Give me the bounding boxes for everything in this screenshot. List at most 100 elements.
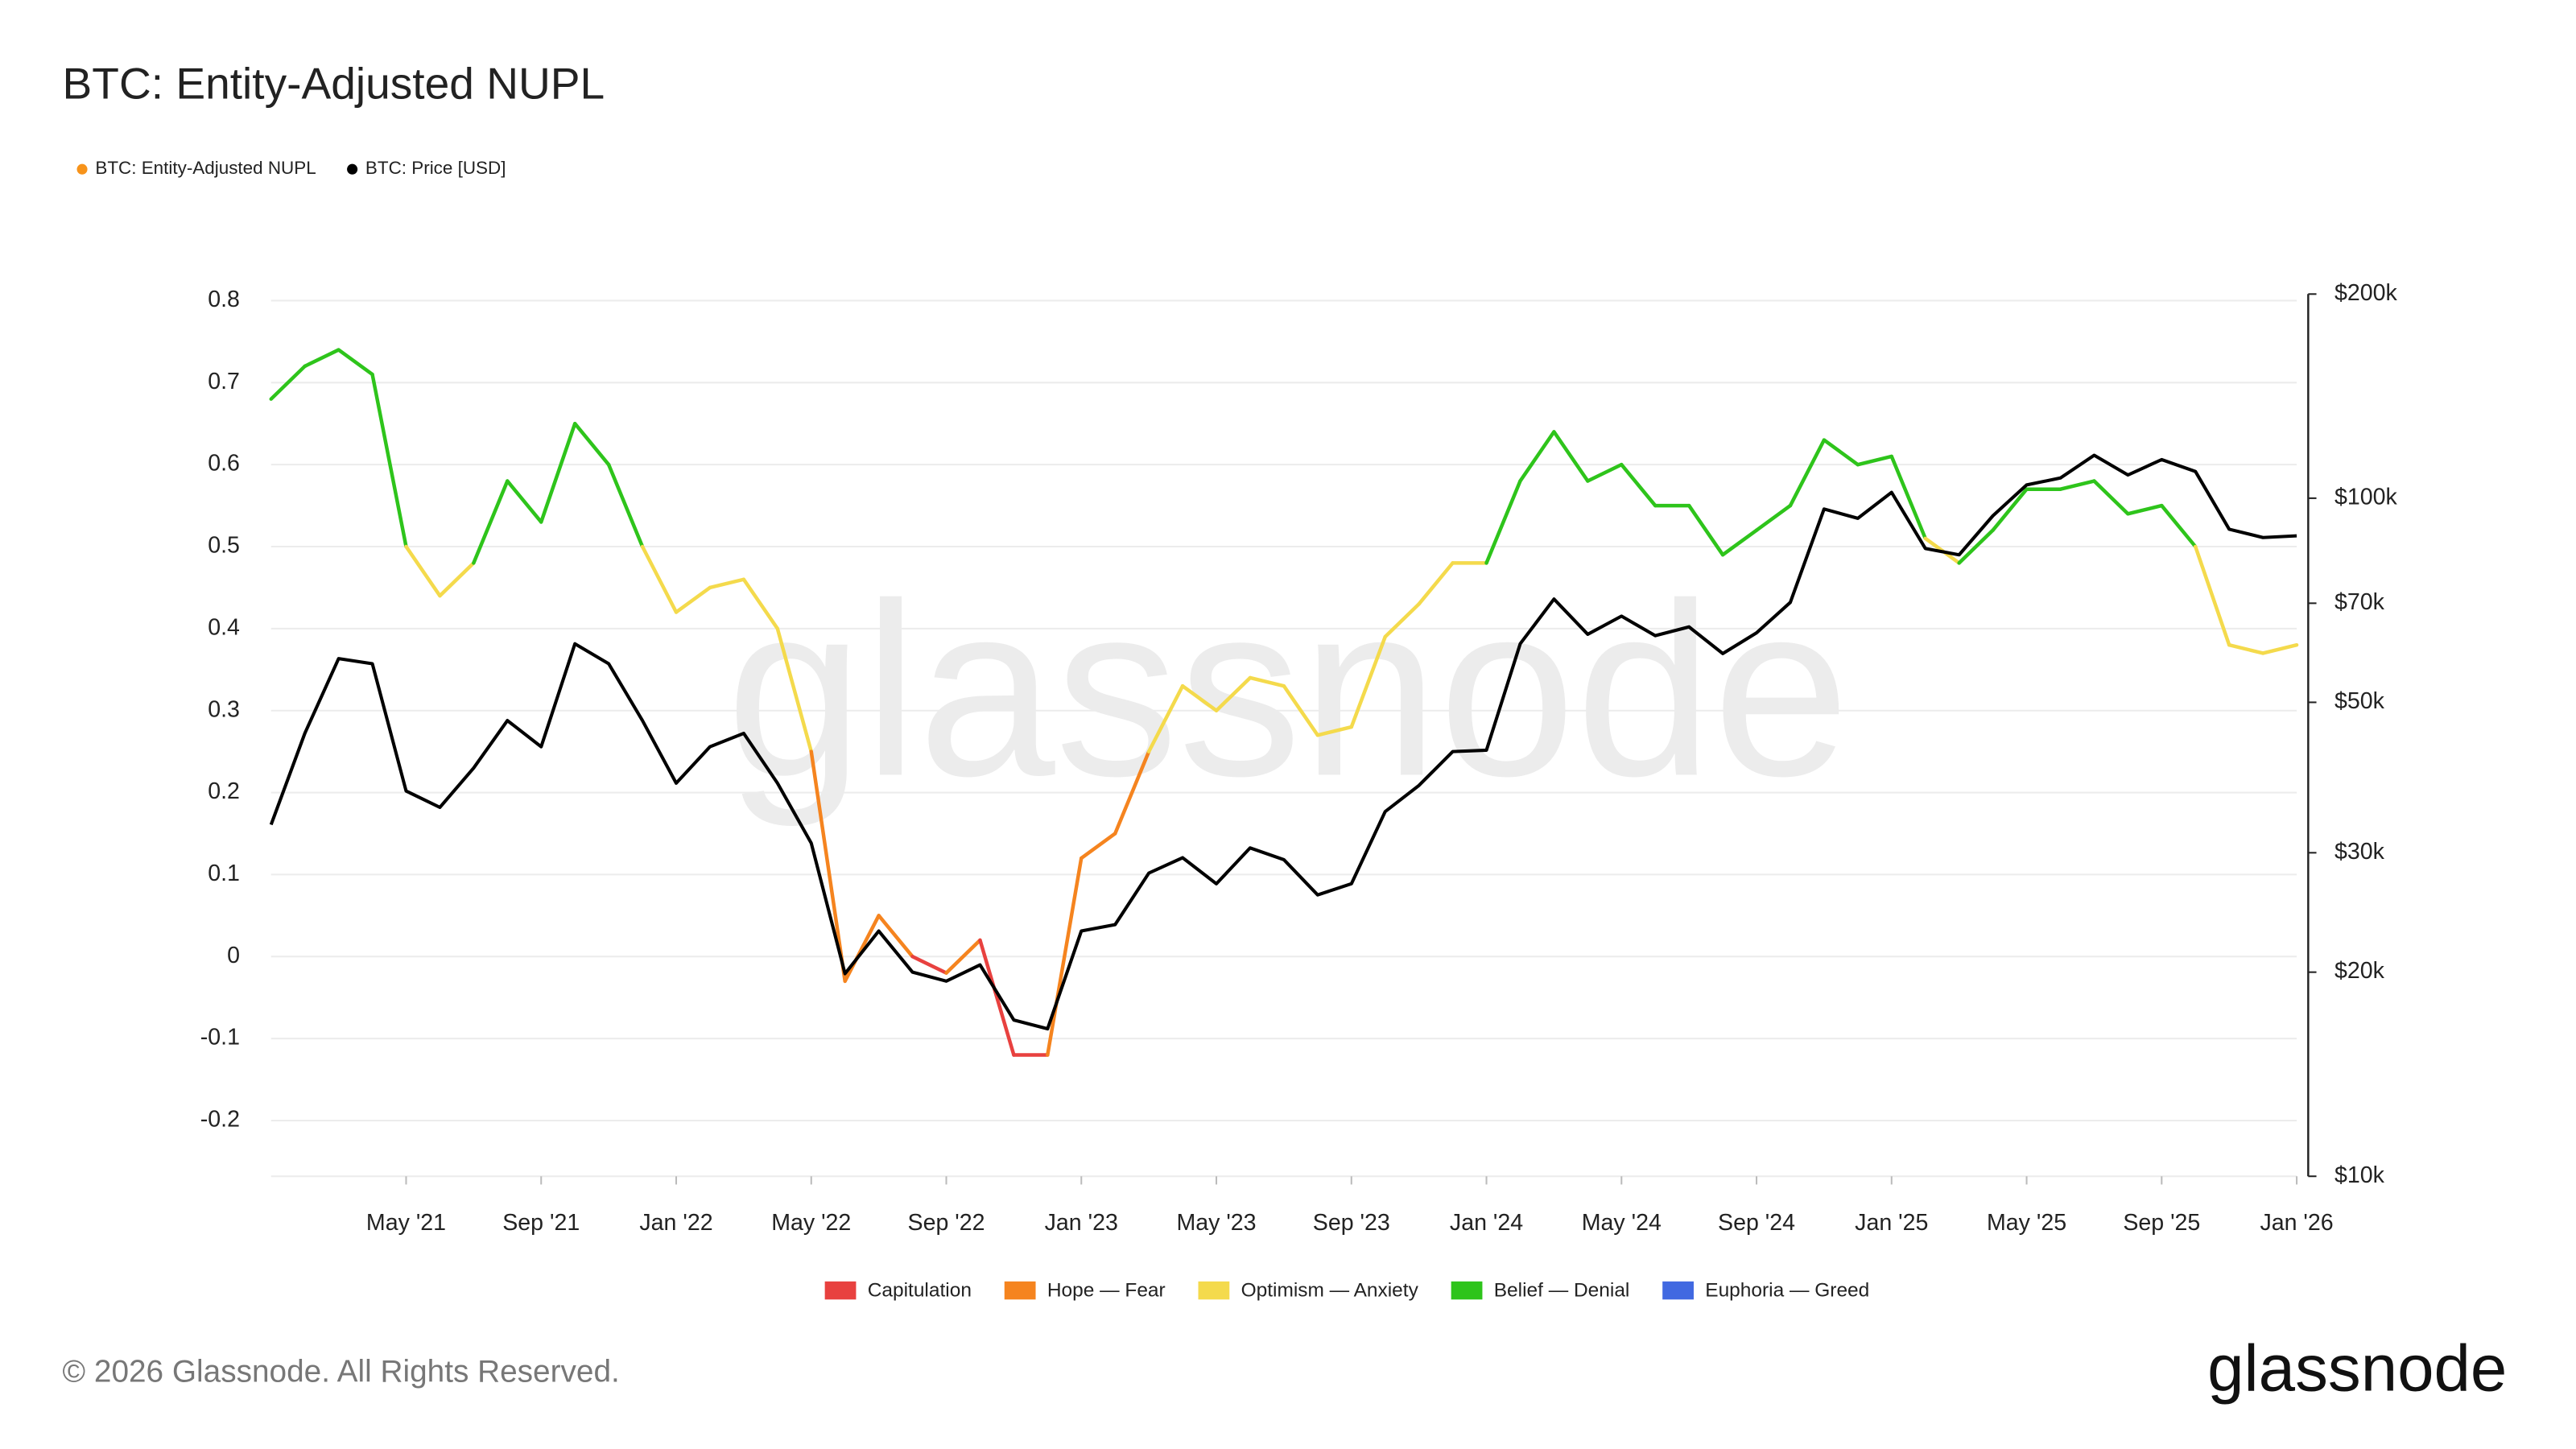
nupl-segment [1113, 749, 1151, 836]
y-tick-label: 0.3 [208, 696, 240, 722]
nupl-segment [708, 577, 746, 590]
y-tick-label: 0 [227, 943, 240, 968]
x-tick-label: Jan '25 [1855, 1210, 1928, 1236]
nupl-segment [506, 479, 543, 524]
nupl-segment [269, 364, 307, 401]
nupl-segment [2227, 642, 2265, 655]
y-tick-label: 0.7 [208, 369, 240, 394]
legend-dot [76, 163, 88, 175]
legend-dot [347, 163, 358, 175]
copyright: © 2026 Glassnode. All Rights Reserved. [63, 1354, 620, 1389]
x-tick-label: May '24 [1582, 1210, 1662, 1236]
price-line [269, 453, 2297, 1031]
nupl-segment [1046, 856, 1084, 1057]
y-tick-label: 0.5 [208, 533, 240, 559]
nupl-segment [1315, 724, 1354, 737]
zone-label: Belief — Denial [1494, 1280, 1630, 1302]
nupl-segment [370, 372, 408, 549]
nupl-segment [606, 462, 645, 549]
nupl-segment [1552, 430, 1590, 483]
nupl-segment [877, 914, 914, 959]
nupl-segment [809, 749, 847, 984]
x-tick-label: May '23 [1176, 1210, 1256, 1236]
x-tick-label: May '25 [1987, 1210, 2066, 1236]
x-tick-label: Jan '22 [639, 1210, 712, 1236]
nupl-segment [1417, 561, 1455, 606]
zone-label: Hope — Fear [1047, 1280, 1166, 1302]
nupl-segment [2092, 479, 2130, 516]
zone-swatch [1662, 1281, 1694, 1300]
y2-tick-label: $70k [2334, 589, 2385, 615]
nupl-segment [2193, 544, 2231, 647]
y2-tick-label: $100k [2334, 484, 2398, 510]
x-tick-label: Jan '24 [1450, 1210, 1523, 1236]
nupl-segment [336, 348, 374, 377]
nupl-segment [2126, 503, 2164, 516]
nupl-segment [2058, 479, 2096, 491]
nupl-segment [1754, 503, 1793, 532]
nupl-segment [1518, 430, 1556, 483]
x-tick-label: Sep '23 [1313, 1210, 1390, 1236]
nupl-segment [1586, 462, 1624, 483]
nupl-segment [438, 561, 476, 598]
nupl-segment [1620, 462, 1657, 508]
nupl-segment [572, 421, 611, 467]
x-tick-label: Sep '21 [502, 1210, 580, 1236]
zone-swatch [1004, 1281, 1036, 1300]
zone-swatch [824, 1281, 857, 1300]
nupl-segment [1282, 683, 1320, 737]
nupl-segment [944, 938, 982, 975]
nupl-segment [1383, 602, 1421, 639]
nupl-segment [843, 914, 881, 984]
y-tick-label: -0.2 [200, 1107, 240, 1133]
chart-title: BTC: Entity-Adjusted NUPL [63, 59, 605, 109]
x-tick-label: Sep '24 [1718, 1210, 1795, 1236]
nupl-segment [1214, 675, 1253, 712]
nupl-segment [1349, 634, 1387, 729]
legend-label: BTC: Price [USD] [365, 158, 506, 178]
nupl-segment [674, 585, 712, 614]
zone-label: Capitulation [868, 1280, 972, 1302]
nupl-segment [1484, 479, 1522, 565]
nupl-segment [1080, 832, 1117, 861]
y-tick-label: 0.4 [208, 614, 240, 640]
zone-label: Optimism — Anxiety [1241, 1280, 1419, 1302]
nupl-segment [1889, 454, 1927, 541]
nupl-segment [741, 577, 780, 631]
y-tick-label: 0.1 [208, 861, 240, 886]
nupl-segment [910, 955, 948, 975]
y-tick-label: 0.2 [208, 778, 240, 804]
nupl-segment [1146, 683, 1185, 753]
nupl-segment [978, 938, 1016, 1057]
x-tick-label: Sep '25 [2123, 1210, 2200, 1236]
y2-tick-label: $30k [2334, 839, 2385, 865]
y-tick-label: 0.6 [208, 451, 240, 477]
nupl-segment [1248, 675, 1286, 688]
x-tick-label: May '22 [771, 1210, 851, 1236]
nupl-segment [1720, 528, 1759, 557]
x-tick-label: Jan '23 [1045, 1210, 1118, 1236]
nupl-segment [472, 479, 510, 565]
nupl-segment [1686, 503, 1725, 557]
nupl-segment [2260, 642, 2299, 655]
nupl-segment [1180, 683, 1219, 712]
zone-swatch [1198, 1281, 1230, 1300]
nupl-segment [1957, 528, 1995, 565]
nupl-segment [1788, 438, 1827, 508]
y2-tick-label: $50k [2334, 688, 2385, 714]
zone-swatch [1451, 1281, 1483, 1300]
nupl-segment [1856, 454, 1894, 467]
nupl-segment [775, 626, 813, 753]
y2-tick-label: $20k [2334, 958, 2385, 984]
nupl-segment [539, 421, 577, 524]
nupl-segment [1991, 487, 2029, 532]
y2-tick-label: $200k [2334, 280, 2398, 306]
x-tick-label: May '21 [366, 1210, 446, 1236]
nupl-segment [404, 544, 442, 598]
x-tick-label: Sep '22 [908, 1210, 985, 1236]
nupl-segment [303, 348, 341, 369]
zone-label: Euphoria — Greed [1705, 1280, 1869, 1302]
x-tick-label: Jan '26 [2260, 1210, 2333, 1236]
nupl-segment [640, 544, 679, 614]
